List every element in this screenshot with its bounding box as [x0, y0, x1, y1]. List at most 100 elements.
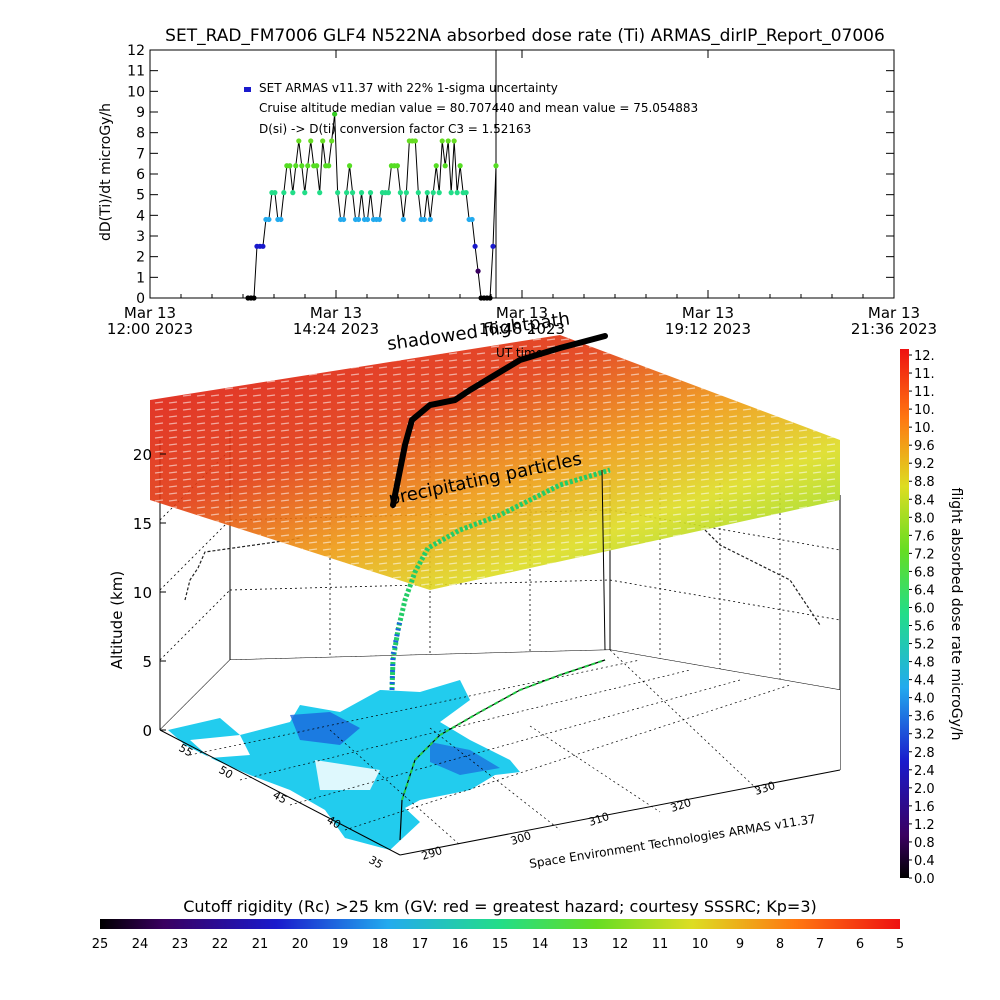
chart-title: SET_RAD_FM7006 GLF4 N522NA absorbed dose… — [165, 26, 885, 46]
map-coastline-detail — [290, 712, 360, 745]
data-point — [439, 138, 445, 144]
data-point — [436, 190, 442, 196]
right-colorbar-tick-label: 6.0 — [914, 601, 935, 616]
right-colorbar-tick-label: 6.8 — [914, 565, 935, 580]
longitude-tick-label: 310 — [587, 810, 611, 829]
bottom-colorbar-ticks: 25 24 23 22 21 20 19 18 17 16 15 14 13 12 11 10 9 8 7 6 5 — [92, 937, 904, 952]
cruise-altitude-note: Cruise altitude median value = 80.707440… — [259, 101, 698, 115]
flight-descent — [601, 469, 606, 651]
y-tick-label: 2 — [136, 250, 145, 266]
longitude-tick-label: 300 — [509, 829, 533, 848]
right-colorbar-tick-label: 2.0 — [914, 782, 935, 797]
y-axis-label: dD(Ti)/dt microGy/h — [98, 103, 114, 241]
latitude-ticks: 35 40 45 50 55 — [177, 741, 386, 871]
data-point — [314, 163, 320, 169]
data-point — [400, 216, 406, 223]
data-point — [326, 163, 332, 169]
bottom-colorbar-title: Cutoff rigidity (Rc) >25 km (GV: red = g… — [183, 897, 817, 916]
data-point — [332, 111, 338, 117]
map-inland-water-2 — [315, 760, 380, 790]
right-colorbar-label: flight absorbed dose rate microGy/h — [948, 488, 964, 741]
data-point — [487, 295, 493, 301]
longitude-ticks: 290 300 310 320 330 — [420, 779, 777, 863]
bottom-colorbar-tick-label: 12 — [612, 937, 629, 952]
data-point — [403, 190, 409, 196]
y-tick-label: 9 — [136, 105, 145, 121]
legend-marker — [244, 87, 251, 92]
data-point — [293, 163, 299, 169]
bottom-colorbar-tick-label: 19 — [332, 937, 349, 952]
data-point — [299, 163, 305, 169]
right-colorbar-tick-label: 7.6 — [914, 529, 935, 544]
bottom-colorbar-tick-label: 8 — [776, 937, 784, 952]
altitude-tick-label: 5 — [142, 653, 152, 671]
latitude-tick-label: 50 — [217, 763, 236, 781]
ut-time-label: UT time — [496, 346, 543, 360]
flight-altitude-path — [389, 467, 611, 691]
bottom-colorbar-tick-label: 5 — [896, 937, 904, 952]
bottom-colorbar-tick-label: 17 — [412, 937, 429, 952]
right-colorbar-tick-label: 7.2 — [914, 547, 935, 562]
right-colorbar-ticks: 12. 11. 11. 10. 10. 9.6 9.2 8.8 8.4 8.0 7.6 7.2 6.8 6… — [909, 349, 935, 887]
data-point — [448, 190, 454, 196]
y-tick-label: 3 — [136, 229, 145, 245]
data-point — [305, 163, 311, 169]
data-point — [344, 190, 350, 196]
x-tick-label-line2: 16:48 2023 — [479, 320, 565, 338]
floor-grid — [189, 649, 791, 846]
data-point — [302, 190, 308, 196]
latitude-tick-label: 40 — [325, 813, 344, 831]
shadowed-flightpath — [390, 333, 608, 508]
data-point — [451, 138, 457, 144]
data-point — [349, 190, 356, 196]
data-point — [463, 190, 469, 196]
y-tick-label: 1 — [136, 270, 145, 286]
data-point — [341, 216, 347, 223]
data-point — [290, 190, 296, 196]
data-point — [421, 216, 427, 223]
data-point — [329, 138, 335, 144]
right-colorbar-tick-label: 3.6 — [914, 710, 935, 725]
right-colorbar-tick-label: 0.0 — [914, 872, 935, 887]
data-point — [287, 163, 293, 169]
bottom-colorbar-tick-label: 9 — [736, 937, 744, 952]
bottom-colorbar-tick-label: 24 — [132, 937, 149, 952]
right-colorbar-tick-label: 11. — [914, 385, 935, 400]
right-colorbar-tick-label: 12. — [914, 349, 935, 364]
x-tick-label-line1: Mar 13 — [496, 304, 548, 322]
right-colorbar-tick-label: 10. — [914, 403, 935, 418]
bottom-colorbar-tick-label: 22 — [212, 937, 229, 952]
right-colorbar-tick-label: 8.4 — [914, 493, 935, 508]
floor-plane — [159, 649, 841, 856]
data-point — [493, 163, 499, 169]
altitude-tick-label: 15 — [133, 515, 152, 533]
bottom-colorbar-tick-label: 7 — [816, 937, 824, 952]
right-colorbar-tick-label: 1.6 — [914, 800, 935, 815]
data-point — [397, 190, 403, 196]
x-tick-label-line1: Mar 13 — [310, 304, 362, 322]
latitude-tick-label: 35 — [367, 853, 386, 871]
right-colorbar-ramp — [900, 349, 909, 878]
x-tick-label-line2: 21:36 2023 — [851, 320, 937, 338]
bottom-colorbar-tick-label: 6 — [856, 937, 864, 952]
conversion-factor-note: D(si) -> D(ti) conversion factor C3 = 1.… — [259, 122, 531, 136]
data-point — [442, 163, 448, 169]
right-colorbar-tick-label: 11. — [914, 367, 935, 382]
right-colorbar-tick-label: 0.4 — [914, 854, 935, 869]
right-colorbar-tick-label: 4.8 — [914, 656, 935, 671]
y-tick-label: 4 — [136, 208, 145, 224]
data-point — [433, 163, 439, 169]
bottom-colorbar-tick-label: 18 — [372, 937, 389, 952]
longitude-tick-label: 290 — [420, 844, 444, 863]
bottom-colorbar-tick-label: 21 — [252, 937, 269, 952]
altitude-tick-label: 10 — [133, 584, 152, 602]
data-point — [394, 163, 400, 169]
right-colorbar: 12. 11. 11. 10. 10. 9.6 9.2 8.8 8.4 8.0 7.6 7.2 6.8 6… — [900, 349, 964, 887]
data-point — [364, 216, 371, 223]
data-point — [358, 190, 365, 196]
bottom-colorbar-tick-label: 14 — [532, 937, 549, 952]
longitude-tick-label: 320 — [669, 796, 693, 815]
